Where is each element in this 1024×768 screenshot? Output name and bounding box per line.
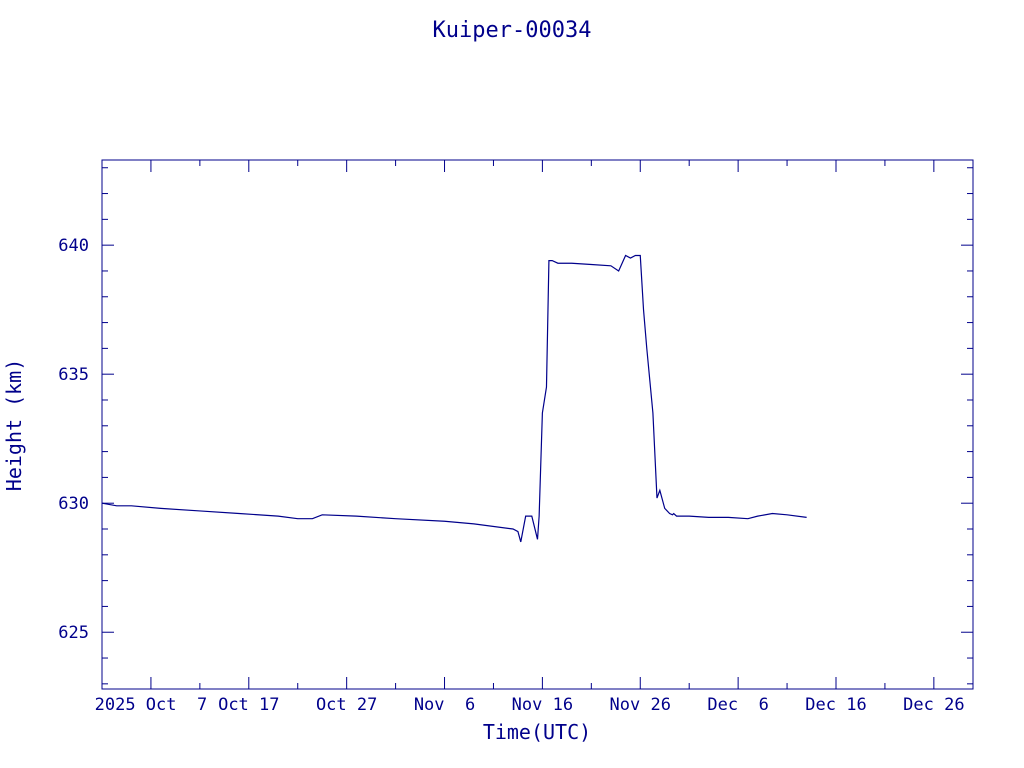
x-axis-label: Time(UTC): [483, 720, 591, 744]
x-tick-label: Dec 26: [903, 695, 964, 715]
tick-labels: 2025 Oct 7 Oct 17 Oct 27 Nov 6 Nov 16 Nov 26 D…: [58, 236, 964, 715]
axis-ticks: [101, 160, 973, 689]
y-tick-label: 625: [58, 623, 89, 643]
plot-frame: [101, 159, 974, 690]
x-tick-label: Nov 16: [512, 695, 573, 715]
series-line: [101, 254, 807, 543]
y-axis-label: Height (km): [2, 359, 26, 491]
y-tick-label: 640: [58, 236, 89, 256]
x-tick-label: 2025 Oct 7: [95, 695, 208, 715]
x-tick-label: Oct 27: [316, 695, 377, 715]
x-tick-label: Dec 6: [707, 695, 768, 715]
y-tick-label: 630: [58, 494, 89, 514]
x-tick-label: Nov 26: [610, 695, 671, 715]
chart-title: Kuiper-00034: [433, 18, 592, 43]
x-tick-label: Oct 17: [218, 695, 279, 715]
x-tick-label: Nov 6: [414, 695, 475, 715]
x-tick-label: Dec 16: [805, 695, 866, 715]
y-tick-label: 635: [58, 365, 89, 385]
